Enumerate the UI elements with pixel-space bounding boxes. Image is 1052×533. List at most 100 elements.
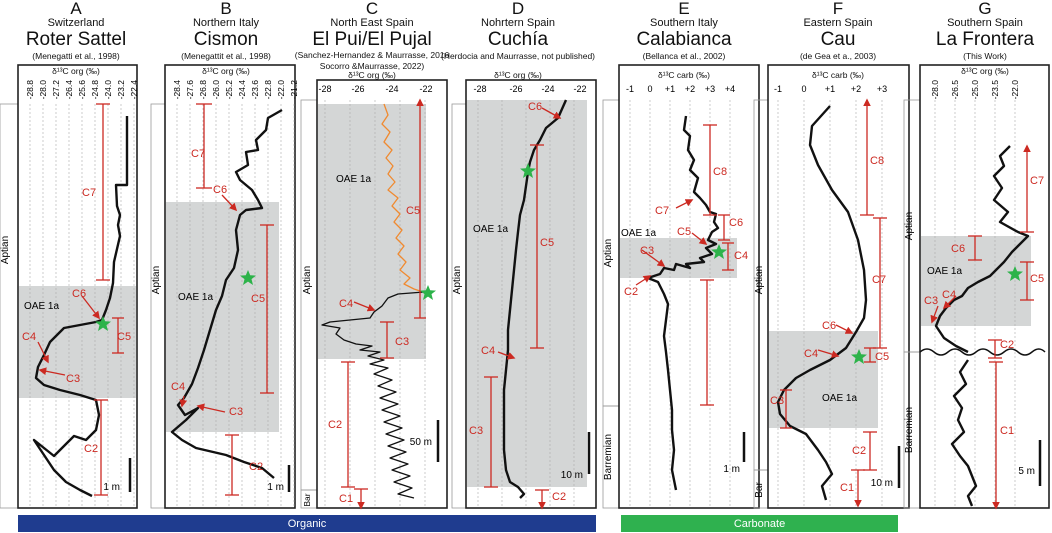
svg-text:C2: C2: [84, 443, 98, 455]
svg-text:-24.4: -24.4: [237, 80, 247, 100]
section-name: Cismon: [193, 29, 259, 50]
section-reference: (Sanchez-Hernandez & Maurrasse, 2016: [294, 50, 450, 60]
svg-text:C4: C4: [171, 381, 185, 393]
axis-title-d: δ¹³C org (‰): [494, 70, 542, 80]
stage-label-aptian: Aptian: [904, 212, 915, 240]
isotope-curve: [32, 116, 129, 498]
isotope-curve: [646, 115, 720, 491]
svg-text:-26.8: -26.8: [198, 80, 208, 100]
section-header-e: E Southern Italy Calabianca (Bellanca et…: [636, 0, 731, 61]
svg-text:0: 0: [647, 84, 652, 94]
section-name: Calabianca: [636, 29, 732, 50]
segment-labels: C8 C7 C6 C5 C4 C3 C2 C1: [770, 155, 889, 494]
tick-labels: -28.0 -26.5 -25.0 -23.5 -22.0: [930, 80, 1020, 100]
svg-text:-23.2: -23.2: [116, 80, 126, 100]
svg-text:C7: C7: [82, 187, 96, 199]
svg-text:-28: -28: [318, 84, 331, 94]
svg-text:-27.2: -27.2: [51, 80, 61, 100]
star-icon: [520, 163, 536, 178]
svg-text:C6: C6: [729, 217, 743, 229]
svg-text:C3: C3: [924, 295, 938, 307]
svg-text:-21.2: -21.2: [289, 80, 299, 100]
section-name: La Frontera: [935, 29, 1035, 50]
section-name: Cau: [820, 29, 856, 50]
svg-text:C5: C5: [875, 351, 889, 363]
isotope-curve: [170, 108, 283, 479]
svg-text:C3: C3: [770, 395, 784, 407]
section-reference: (de Gea et a., 2003): [799, 51, 877, 61]
star-icon: [851, 349, 867, 364]
tick-labels: -28 -26 -24 -22: [318, 84, 432, 94]
oae-label: OAE 1a: [336, 174, 371, 185]
svg-text:C2: C2: [552, 491, 566, 503]
section-reference-2: Socorro &Maurrasse, 2022): [319, 60, 425, 71]
svg-text:-28.4: -28.4: [172, 80, 182, 100]
svg-text:C1: C1: [840, 482, 854, 494]
oae-label: OAE 1a: [822, 393, 857, 404]
section-region: Northern Italy: [192, 17, 260, 29]
section-region: Eastern Spain: [803, 17, 873, 29]
section-letter: B: [220, 0, 232, 18]
svg-text:C7: C7: [872, 274, 886, 286]
isotope-curve: [934, 145, 1030, 354]
scale-bar-label: 5 m: [1018, 466, 1035, 477]
oae-label: OAE 1a: [927, 266, 962, 277]
axis-title-f: δ¹³C carb (‰): [812, 70, 864, 80]
svg-text:C2: C2: [1000, 339, 1014, 351]
carbonate-band: Carbonate: [621, 515, 898, 532]
svg-text:C7: C7: [1030, 175, 1044, 187]
svg-text:C5: C5: [677, 226, 691, 238]
svg-text:C8: C8: [870, 155, 884, 167]
section-letter: C: [365, 0, 379, 18]
svg-text:-24: -24: [385, 84, 398, 94]
svg-text:-24: -24: [541, 84, 554, 94]
oae-shading: [467, 100, 587, 487]
oae-shading: [769, 331, 878, 428]
axis-title-g: δ¹³C org (‰): [961, 66, 1009, 76]
segment-labels: C6 C5 C4 C3 C2: [469, 101, 566, 503]
tick-labels: -1 0 +1 +2 +3 +4: [626, 84, 735, 94]
section-region: North East Spain: [330, 17, 414, 29]
svg-text:-26.4: -26.4: [64, 80, 74, 100]
svg-text:C1: C1: [1000, 425, 1014, 437]
segment-labels: C8 C7 C6 C5 C4 C3 C2: [624, 166, 748, 298]
section-region: Nohrtern Spain: [481, 17, 555, 29]
svg-text:C3: C3: [469, 425, 483, 437]
tick-labels: -28 -26 -24 -22: [473, 84, 586, 94]
stage-label-aptian: Aptian: [302, 266, 313, 294]
stage-label-bar: Bar: [754, 482, 765, 498]
section-letter: E: [678, 0, 690, 18]
svg-text:C1: C1: [339, 493, 353, 505]
svg-text:C3: C3: [229, 406, 243, 418]
stage-label-aptian: Aptian: [452, 266, 463, 294]
oae-label: OAE 1a: [621, 228, 656, 239]
section-region: Southern Spain: [947, 17, 1023, 29]
svg-text:-24.8: -24.8: [90, 80, 100, 100]
section-region: Switzerland: [47, 17, 105, 29]
svg-text:0: 0: [801, 84, 806, 94]
oae-shading: [318, 104, 426, 359]
stage-label-aptian: Aptian: [0, 236, 11, 264]
panel-b: Aptian -28.4 -27.6 -26.8 -26.0 -25.2 -24…: [150, 64, 299, 509]
svg-text:-26: -26: [509, 84, 522, 94]
section-reference: (Herdocia and Maurrasse, not published): [440, 51, 596, 61]
scale-bar-label: 10 m: [561, 470, 583, 481]
section-letter: D: [511, 0, 525, 18]
svg-text:+2: +2: [685, 84, 695, 94]
oae-shading: [166, 202, 279, 432]
svg-text:+4: +4: [725, 84, 735, 94]
svg-text:C5: C5: [406, 205, 420, 217]
stage-label-aptian: Aptian: [754, 266, 765, 294]
svg-text:-25.0: -25.0: [970, 80, 980, 100]
svg-text:-28.0: -28.0: [930, 80, 940, 100]
tick-labels: -1 0 +1 +2 +3: [774, 84, 887, 94]
svg-text:-28: -28: [473, 84, 486, 94]
section-letter: G: [978, 0, 992, 18]
svg-text:-27.6: -27.6: [185, 80, 195, 100]
stage-label-barremian: Barremian: [603, 434, 614, 480]
svg-text:C6: C6: [951, 243, 965, 255]
section-letter: F: [832, 0, 844, 18]
svg-text:C4: C4: [22, 331, 36, 343]
organic-band: Organic: [18, 515, 596, 532]
